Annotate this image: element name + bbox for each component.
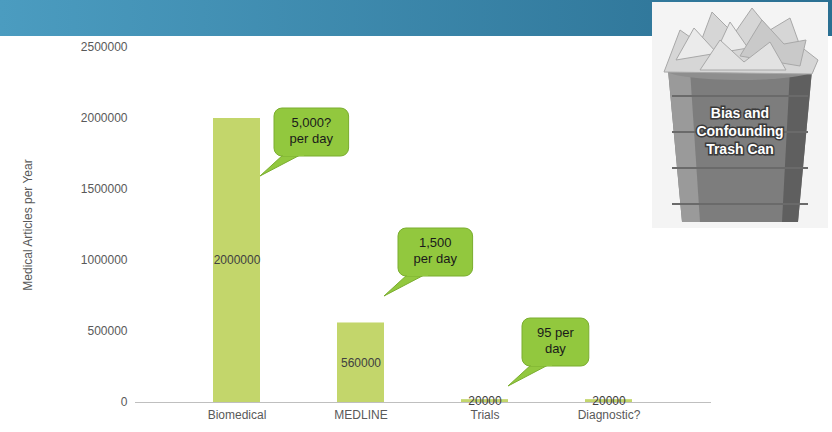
- svg-text:per day: per day: [290, 131, 334, 146]
- svg-text:5,000?: 5,000?: [291, 115, 331, 130]
- svg-text:Confounding: Confounding: [696, 123, 783, 139]
- svg-text:560000: 560000: [341, 356, 381, 370]
- svg-text:Trash Can: Trash Can: [706, 141, 774, 157]
- svg-text:MEDLINE: MEDLINE: [334, 408, 387, 422]
- svg-text:1500000: 1500000: [81, 182, 128, 196]
- svg-text:1000000: 1000000: [81, 253, 128, 267]
- svg-text:95 per: 95 per: [537, 325, 575, 340]
- svg-text:20000: 20000: [592, 394, 626, 408]
- svg-text:Bias and: Bias and: [711, 105, 769, 121]
- svg-text:day: day: [545, 341, 566, 356]
- svg-text:Trials: Trials: [471, 408, 500, 422]
- svg-text:2000000: 2000000: [214, 253, 261, 267]
- svg-text:per day: per day: [414, 251, 458, 266]
- svg-text:500000: 500000: [87, 324, 127, 338]
- svg-text:0: 0: [121, 395, 128, 409]
- svg-text:20000: 20000: [468, 394, 502, 408]
- svg-text:2000000: 2000000: [81, 111, 128, 125]
- svg-text:2500000: 2500000: [81, 40, 128, 54]
- svg-text:Diagnostic?: Diagnostic?: [578, 408, 641, 422]
- svg-text:Biomedical: Biomedical: [208, 408, 267, 422]
- svg-text:Medical Articles per Year: Medical Articles per Year: [21, 159, 35, 290]
- svg-text:1,500: 1,500: [419, 235, 452, 250]
